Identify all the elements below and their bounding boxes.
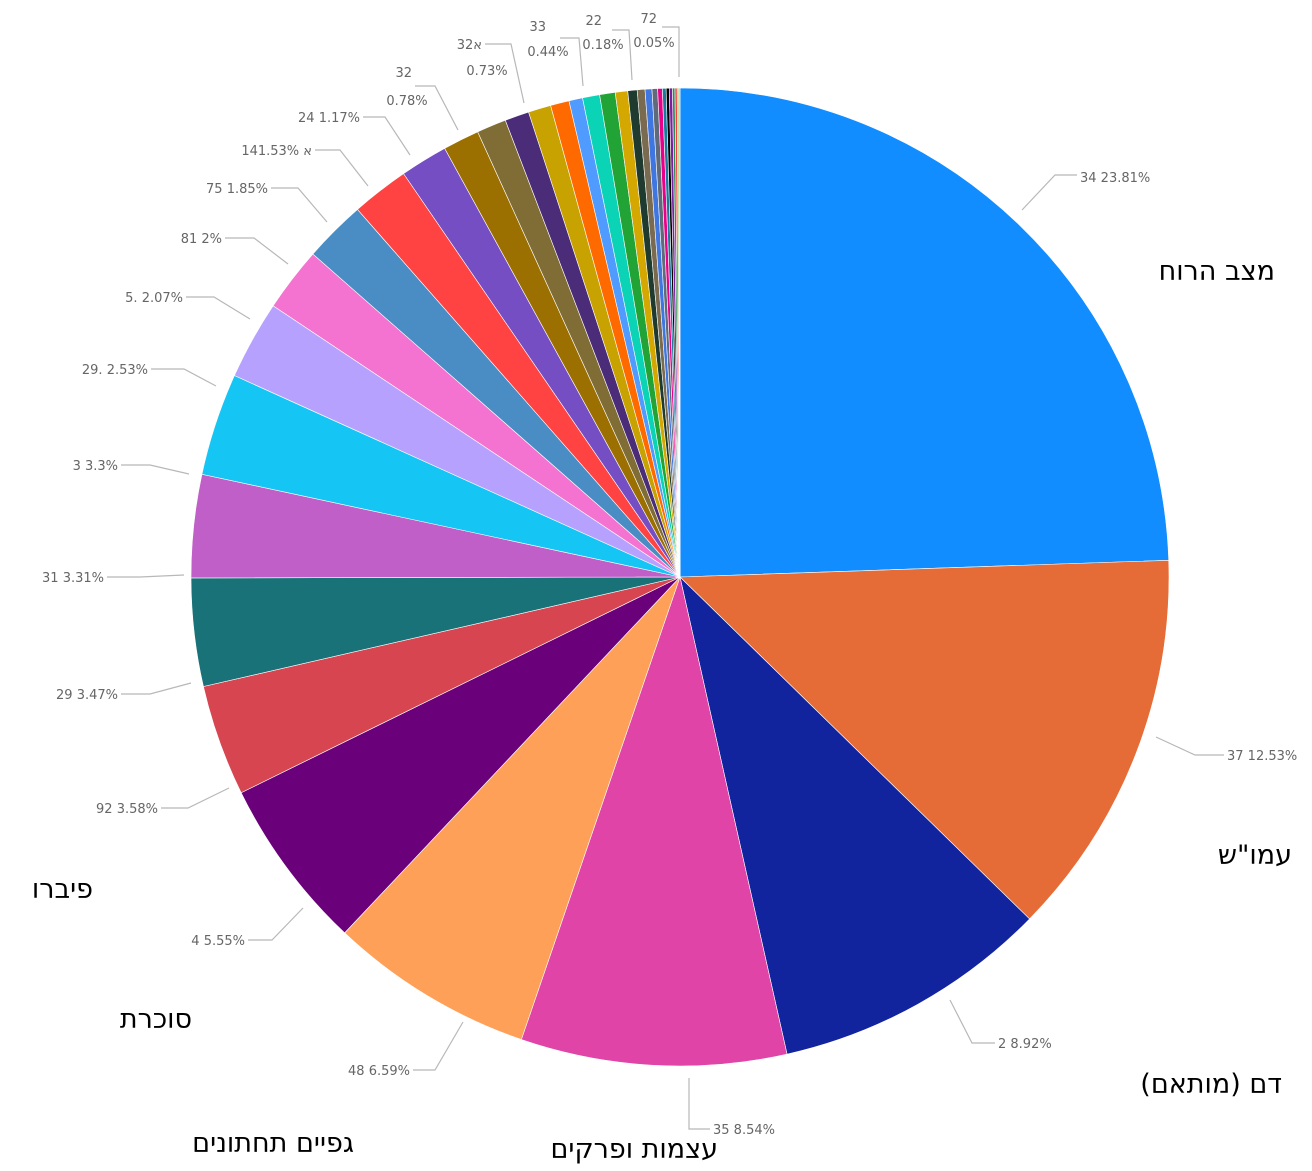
leader-line: [415, 85, 459, 131]
category-label: דם (מותאם): [1140, 1069, 1282, 1100]
data-label-percent: 0.18%: [582, 38, 623, 53]
leader-line: [1021, 174, 1077, 211]
data-label: 35 8.54%: [713, 1123, 775, 1138]
category-label: פיברו: [32, 874, 93, 905]
data-label: 29. 2.53%: [82, 363, 148, 378]
data-label: 2 8.92%: [998, 1037, 1052, 1052]
data-label: 33: [529, 20, 546, 35]
data-label-percent: 0.78%: [386, 94, 427, 109]
data-label: 3 3.3%: [73, 459, 118, 474]
leader-line: [612, 29, 633, 81]
data-label: 32א: [457, 38, 482, 53]
data-label: 24 1.17%: [298, 111, 360, 126]
category-label: עמו"ש: [1218, 840, 1292, 871]
slices-layer: [190, 87, 1170, 1067]
data-labels-layer: 34 23.81% 37 12.53% 2 8.92% 35 8.54% 48 6.59…: [42, 12, 1297, 1138]
data-label: 72: [640, 12, 657, 27]
leader-line: [271, 187, 328, 223]
leader-line: [248, 907, 304, 941]
pie-slice[interactable]: [520, 575, 788, 1067]
leader-line: [315, 149, 369, 187]
category-label: מצב הרוח: [1159, 256, 1275, 287]
leader-line: [662, 26, 680, 77]
pie-slice[interactable]: [240, 576, 681, 934]
leader-line: [121, 682, 192, 695]
leader-line: [121, 464, 190, 475]
data-label: 22: [585, 14, 602, 29]
data-label: 75 1.85%: [206, 182, 268, 197]
leader-line: [186, 296, 251, 320]
category-labels-layer: מצב הרוח עמו"ש דם (מותאם) עצמות ופרקים ג…: [32, 256, 1292, 1165]
leader-line: [485, 43, 525, 104]
pie-slice[interactable]: [679, 576, 1030, 1055]
pie-slice[interactable]: [678, 87, 681, 578]
leader-line: [413, 1021, 464, 1071]
data-label-percent: 0.05%: [633, 36, 674, 51]
data-label: 92 3.58%: [96, 802, 158, 817]
data-label: 34 23.81%: [1080, 171, 1150, 186]
data-label: 31 3.31%: [42, 571, 104, 586]
leader-line: [949, 999, 995, 1044]
leader-line: [560, 37, 584, 87]
category-label: עצמות ופרקים: [550, 1134, 718, 1165]
pie-slice[interactable]: [679, 559, 1170, 920]
category-label: סוכרת: [120, 1004, 192, 1035]
leader-line: [1155, 736, 1224, 756]
data-label: 48 6.59%: [348, 1064, 410, 1079]
pie-slice[interactable]: [679, 87, 1170, 578]
data-label: 37 12.53%: [1227, 749, 1297, 764]
data-label-percent: 0.44%: [527, 45, 568, 60]
leader-line: [151, 368, 217, 387]
leader-line: [225, 237, 289, 265]
category-label: גפיים תחתונים: [192, 1128, 354, 1159]
leader-line: [107, 574, 185, 578]
data-label: 14א 1.53%: [241, 144, 312, 159]
data-label-percent: 0.73%: [466, 64, 507, 79]
leader-line: [363, 116, 411, 156]
leader-lines-layer: [107, 26, 1224, 1130]
leader-line: [688, 1078, 710, 1130]
data-label: 5. 2.07%: [125, 291, 183, 306]
data-label: 81 2%: [181, 232, 222, 247]
data-label: 32: [395, 66, 412, 81]
data-label: 4 5.55%: [191, 934, 245, 949]
pie-slice[interactable]: [344, 576, 681, 1040]
leader-line: [161, 787, 230, 809]
data-label: 29 3.47%: [56, 688, 118, 703]
